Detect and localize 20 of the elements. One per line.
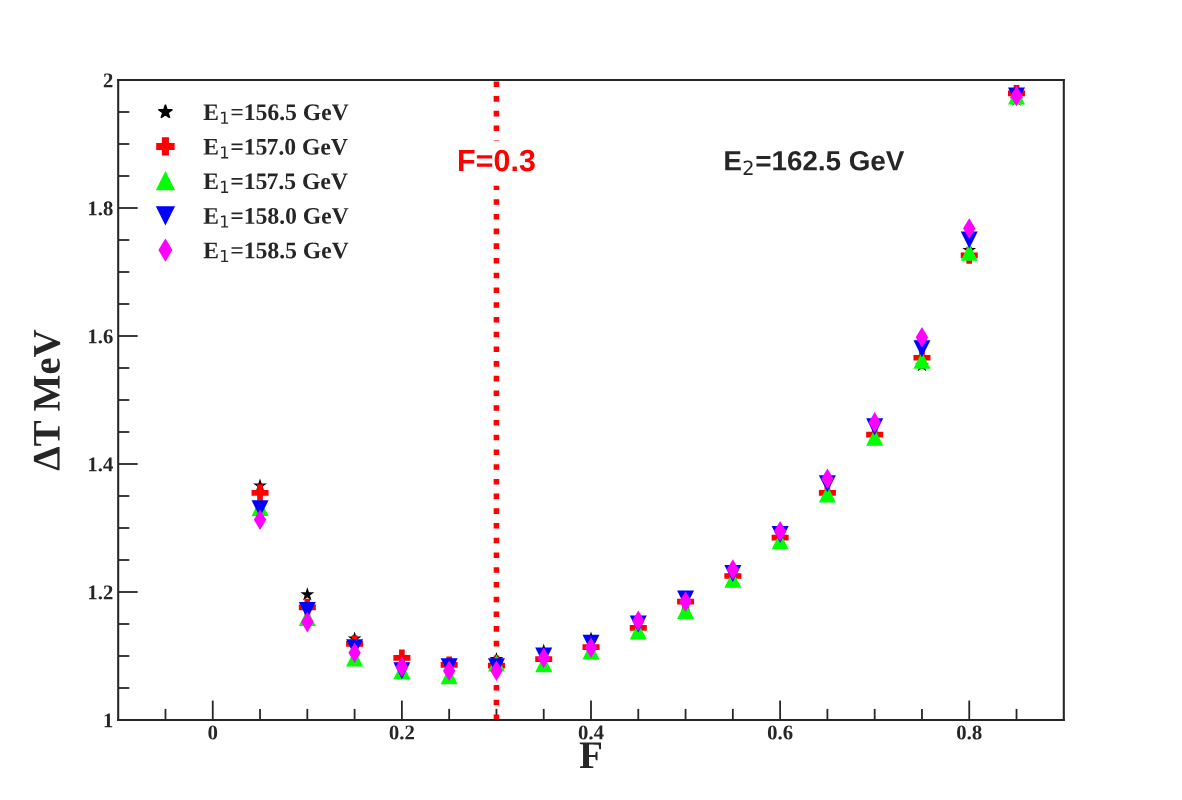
y-tick-label: 1.6: [88, 329, 113, 344]
legend-label: E$_{1}$=158.0 GeV: [203, 207, 349, 228]
y-tick-label: 1: [104, 713, 113, 728]
legend-label: E$_{1}$=157.5 GeV: [203, 173, 348, 193]
x-tick-label: 0.8: [957, 725, 982, 740]
y-tick-label: 1.4: [88, 457, 113, 472]
legend-label: E$_{1}$=157.0 GeV: [203, 138, 348, 159]
legend-label: E$_{1}$=156.5 GeV: [203, 104, 349, 124]
x-tick-label: 0.6: [767, 725, 793, 740]
y-axis-title: ΔT MeV: [33, 329, 61, 471]
y-tick-label: 2: [103, 73, 113, 88]
x-tick-label: 0.4: [578, 725, 604, 740]
y-tick-label: 1.2: [88, 585, 113, 600]
ref-line-label: F=0.3: [458, 149, 535, 172]
legend-label: E$_{1}$=158.5 GeV: [203, 242, 349, 263]
y-tick-label: 1.8: [88, 201, 113, 216]
annotation: E$_{2}$=162.5 GeV: [725, 150, 905, 175]
x-tick-label: 0: [208, 725, 218, 740]
x-axis-title: F: [579, 742, 602, 768]
x-tick-label: 0.2: [389, 725, 415, 740]
